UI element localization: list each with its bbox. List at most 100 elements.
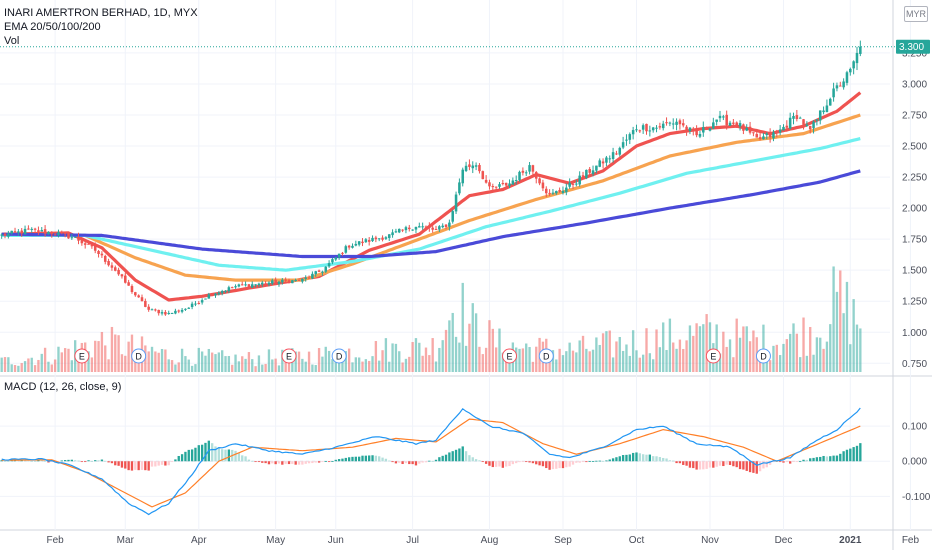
event-marker-4[interactable]: E <box>502 348 518 364</box>
volume-bar <box>347 348 351 372</box>
volume-bar <box>231 364 234 372</box>
candle-body <box>217 292 221 295</box>
event-marker-7[interactable]: D <box>755 348 771 364</box>
candle-body <box>331 259 334 263</box>
macd-histogram-bar <box>638 453 641 462</box>
macd-histogram-bar <box>247 459 251 462</box>
candle-body <box>321 271 324 273</box>
macd-histogram-bar <box>822 455 825 462</box>
candle-body <box>655 127 658 129</box>
candle-body <box>247 284 251 287</box>
candle-body <box>444 224 448 228</box>
event-marker-2[interactable]: E <box>281 348 297 364</box>
volume-bar <box>782 343 785 372</box>
event-marker-0[interactable]: E <box>74 348 90 364</box>
volume-bar <box>180 348 184 372</box>
volume-bar <box>398 351 401 372</box>
time-axis[interactable]: Feb Mar Apr May Jun Jul Aug Sep Oct Nov Dec 2021 Feb <box>47 535 920 546</box>
price-axis[interactable]: 3.250 3.000 2.750 2.500 2.250 2.000 1.750 1.500… <box>896 39 931 503</box>
macd-histogram-bar <box>461 446 464 462</box>
candle-body <box>204 298 207 300</box>
ema-lines <box>1 91 862 302</box>
macd-histogram-bar <box>732 461 735 467</box>
macd-histogram-bar <box>438 457 441 462</box>
volume-bar <box>431 338 434 372</box>
candle-body <box>180 309 184 312</box>
macd-histogram-bar <box>314 461 317 463</box>
macd-histogram-bar <box>662 457 665 462</box>
event-marker-6[interactable]: E <box>705 348 721 364</box>
macd-histogram-bar <box>321 461 324 463</box>
macd-histogram-bar <box>692 461 695 469</box>
volume-bar <box>361 361 364 372</box>
volume-bar <box>368 360 371 372</box>
candle-body <box>722 116 725 118</box>
macd-histogram-bar <box>84 461 87 463</box>
macd-histogram-bar <box>494 461 498 467</box>
volume-bar <box>114 334 117 372</box>
candle-body <box>227 287 231 292</box>
volume-bar <box>197 347 200 372</box>
volume-bar <box>825 341 829 372</box>
event-marker-1[interactable]: D <box>131 348 147 364</box>
candle-body <box>802 119 805 125</box>
event-marker-letter: D <box>760 352 767 362</box>
currency-badge[interactable]: MYR <box>904 6 928 22</box>
macd-histogram-bar <box>94 460 97 462</box>
volume-bar <box>371 356 374 372</box>
volume-bar <box>20 363 23 372</box>
macd-histogram-bar <box>515 461 518 464</box>
candle-body <box>134 292 137 296</box>
candle-body <box>725 114 728 126</box>
event-marker-3[interactable]: D <box>331 348 347 364</box>
volume-bar <box>254 366 257 372</box>
macd-histogram-bar <box>752 461 755 473</box>
candle-body <box>628 134 632 140</box>
candle-body <box>418 226 421 228</box>
volume-bar <box>174 364 177 372</box>
macd-histogram-bar <box>652 456 655 462</box>
candle-body <box>638 130 642 132</box>
candle-body <box>665 122 668 124</box>
candle-body <box>441 225 444 228</box>
macd-histogram-bar <box>137 461 140 471</box>
event-marker-circle <box>755 348 771 364</box>
event-marker-circle <box>502 348 518 364</box>
volume-bar <box>484 347 488 372</box>
volume-bar <box>715 324 718 372</box>
macd-histogram-bar <box>484 461 488 464</box>
event-marker-5[interactable]: D <box>538 348 554 364</box>
macd-label: MACD (12, 26, close, 9) <box>4 381 122 393</box>
time-tick-label: Feb <box>902 535 920 546</box>
macd-histogram-bar <box>585 461 588 463</box>
candle-body <box>144 300 147 307</box>
candle-body <box>267 282 271 285</box>
candle-body <box>795 115 799 120</box>
macd-tick-label: 0.000 <box>902 457 927 468</box>
macd-histogram-bar <box>307 461 311 464</box>
macd-histogram-bar <box>241 455 244 462</box>
volume-bar <box>795 333 799 372</box>
candle-body <box>775 131 779 133</box>
macd-histogram-bar <box>281 461 284 465</box>
price-tick-label: 1.000 <box>902 328 927 339</box>
volume-bar <box>271 359 274 372</box>
macd-histogram-bar <box>748 461 752 473</box>
time-tick-label: May <box>266 535 285 546</box>
volume-bar <box>327 350 331 372</box>
volume-bar <box>631 330 635 372</box>
candle-body <box>150 309 154 311</box>
candle-body <box>23 228 27 235</box>
macd-histogram-bar <box>381 457 384 462</box>
candle-body <box>565 187 568 193</box>
ema-legend: EMA 20/50/100/200 <box>4 20 101 34</box>
candle-body <box>474 165 478 167</box>
volume-bar <box>568 342 571 372</box>
volume-bar <box>571 350 575 372</box>
ema-line-3 <box>1 137 861 272</box>
volume-bar <box>772 345 775 372</box>
macd-histogram-bar <box>835 455 839 462</box>
volume-bar <box>70 360 74 372</box>
